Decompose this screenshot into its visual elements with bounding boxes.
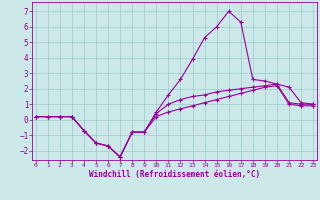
X-axis label: Windchill (Refroidissement éolien,°C): Windchill (Refroidissement éolien,°C) (89, 170, 260, 179)
